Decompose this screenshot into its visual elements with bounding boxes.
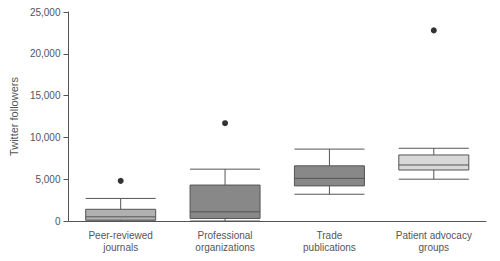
svg-text:Twitter followers: Twitter followers bbox=[8, 77, 20, 156]
svg-text:groups: groups bbox=[419, 242, 450, 253]
svg-text:publications: publications bbox=[303, 242, 356, 253]
svg-text:journals: journals bbox=[102, 242, 138, 253]
svg-text:0: 0 bbox=[55, 216, 61, 227]
svg-text:Peer-reviewed: Peer-reviewed bbox=[88, 230, 152, 241]
svg-text:Professional: Professional bbox=[198, 230, 253, 241]
svg-text:5,000: 5,000 bbox=[35, 174, 60, 185]
svg-text:Patient advocacy: Patient advocacy bbox=[396, 230, 472, 241]
svg-text:15,000: 15,000 bbox=[30, 90, 61, 101]
svg-text:10,000: 10,000 bbox=[30, 132, 61, 143]
svg-text:25,000: 25,000 bbox=[30, 7, 61, 18]
svg-text:20,000: 20,000 bbox=[30, 48, 61, 59]
svg-text:Trade: Trade bbox=[317, 230, 343, 241]
svg-text:organizations: organizations bbox=[195, 242, 254, 253]
